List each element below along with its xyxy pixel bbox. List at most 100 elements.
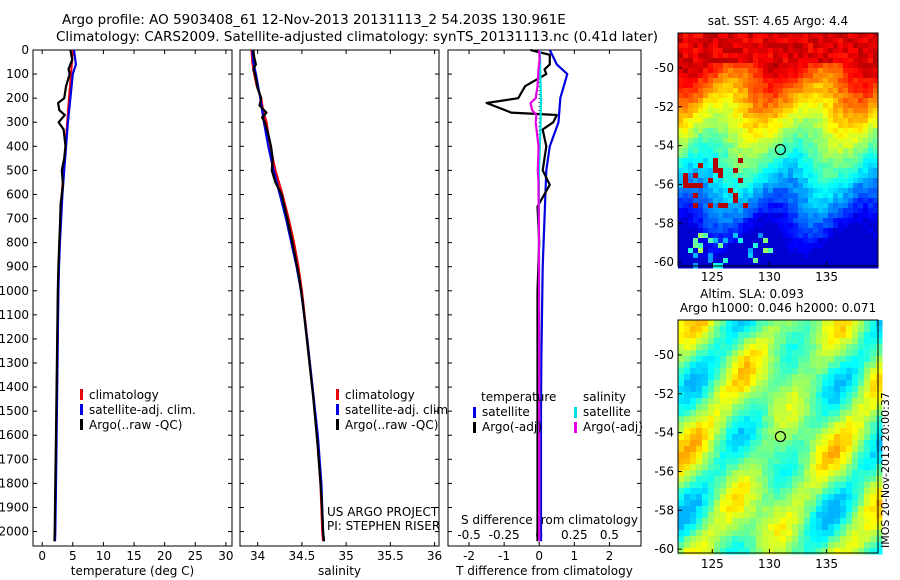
map-cell: [678, 193, 684, 199]
map-cell: [708, 168, 714, 174]
map-cell: [864, 488, 871, 495]
map-cell: [828, 476, 835, 483]
map-cell: [840, 350, 847, 357]
map-cell: [848, 73, 854, 79]
map-cell: [743, 143, 749, 149]
map-cell: [763, 83, 769, 89]
map-cell: [758, 123, 764, 129]
map-cell: [768, 128, 774, 134]
map-cell: [678, 128, 684, 134]
map-cell: [733, 83, 739, 89]
map-cell: [733, 248, 739, 254]
map-cell: [723, 253, 729, 259]
map-cell: [720, 482, 727, 489]
map-cell: [840, 446, 847, 453]
map-cell: [763, 213, 769, 219]
map-cell: [858, 258, 864, 264]
map-cell: [678, 138, 684, 144]
map-cell: [804, 446, 811, 453]
map-cell: [870, 506, 877, 513]
map-cell: [848, 248, 854, 254]
map-cell: [828, 168, 834, 174]
map-cell: [838, 123, 844, 129]
map-cell: [708, 536, 715, 543]
map-cell: [748, 148, 754, 154]
map-cell: [732, 410, 739, 417]
map-cell: [713, 68, 719, 74]
map-cell: [834, 530, 841, 537]
map-cell: [810, 374, 817, 381]
map-cell: [818, 68, 824, 74]
map-cell: [868, 153, 874, 159]
map-cell: [683, 63, 689, 69]
x-tick-label: 130: [758, 270, 781, 284]
map-cell: [793, 153, 799, 159]
map-cell: [804, 500, 811, 507]
map-cell: [688, 143, 694, 149]
map-cell: [698, 58, 704, 64]
map-cell: [748, 93, 754, 99]
map-cell: [708, 464, 715, 471]
map-cell: [778, 103, 784, 109]
map-cell: [708, 138, 714, 144]
map-cell: [873, 218, 879, 224]
map-cell: [774, 524, 781, 531]
map-cell: [868, 238, 874, 244]
y-tick-label: 1800: [0, 476, 29, 490]
map-cell: [683, 173, 689, 179]
map-cell: [803, 248, 809, 254]
map-cell: [804, 356, 811, 363]
map-cell: [696, 512, 703, 519]
map-cell: [732, 404, 739, 411]
map-cell: [838, 93, 844, 99]
map-cell: [728, 38, 734, 44]
map-cell: [778, 138, 784, 144]
map-cell: [708, 158, 714, 164]
map-cell: [843, 193, 849, 199]
map-cell: [780, 326, 787, 333]
map-cell: [718, 198, 724, 204]
map-cell: [838, 88, 844, 94]
map-cell: [798, 113, 804, 119]
map-cell: [756, 476, 763, 483]
map-cell: [840, 404, 847, 411]
map-cell: [848, 83, 854, 89]
map-cell: [678, 163, 684, 169]
map-cell: [870, 392, 877, 399]
map-cell: [732, 332, 739, 339]
map-cell: [788, 123, 794, 129]
map-cell: [738, 380, 745, 387]
map-cell: [816, 470, 823, 477]
map-cell: [798, 43, 804, 49]
map-cell: [714, 512, 721, 519]
map-cell: [753, 198, 759, 204]
map-cell: [733, 118, 739, 124]
map-cell: [708, 524, 715, 531]
map-cell: [696, 344, 703, 351]
map-cell: [698, 43, 704, 49]
map-cell: [744, 518, 751, 525]
map-cell: [684, 524, 691, 531]
map-cell: [726, 482, 733, 489]
y-tick-label: -60: [654, 542, 674, 556]
map-cell: [846, 320, 853, 327]
map-cell: [876, 410, 883, 417]
map-cell: [852, 344, 859, 351]
map-cell: [804, 470, 811, 477]
map-cell: [762, 446, 769, 453]
map-cell: [873, 53, 879, 59]
map-cell: [703, 103, 709, 109]
legend-label: satellite: [482, 405, 530, 419]
map-cell: [743, 168, 749, 174]
map-cell: [702, 518, 709, 525]
map-cell: [823, 253, 829, 259]
map-cell: [843, 88, 849, 94]
map-cell: [816, 410, 823, 417]
map-cell: [783, 128, 789, 134]
map-cell: [703, 248, 709, 254]
map-cell: [708, 344, 715, 351]
map-cell: [858, 208, 864, 214]
map-cell: [818, 83, 824, 89]
map-cell: [780, 344, 787, 351]
map-cell: [803, 243, 809, 249]
